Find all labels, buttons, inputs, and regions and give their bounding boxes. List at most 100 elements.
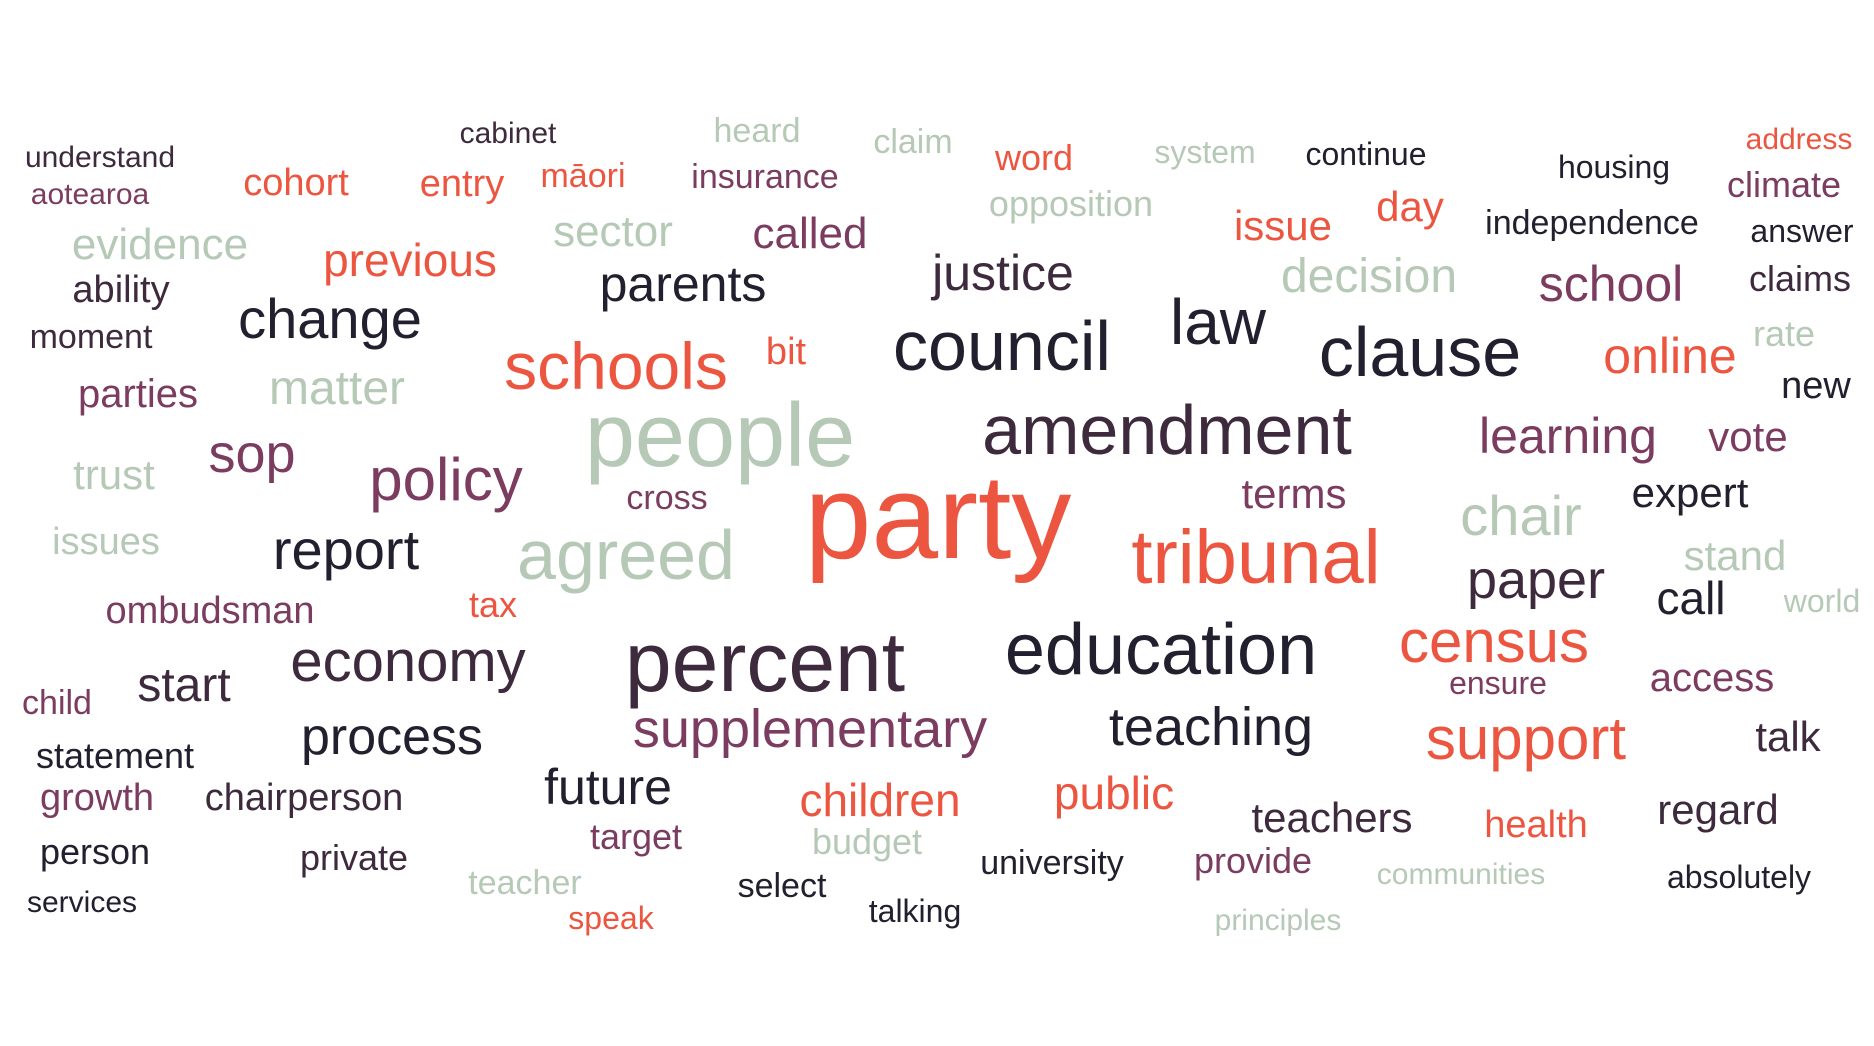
cloud-word: teachers <box>1251 794 1413 841</box>
cloud-word: teaching <box>1108 697 1314 757</box>
cloud-word: university <box>980 844 1124 882</box>
cloud-word: learning <box>1479 408 1657 464</box>
cloud-word: vote <box>1708 413 1788 460</box>
cloud-word: paper <box>1466 550 1606 610</box>
cloud-word: parties <box>77 372 199 416</box>
cloud-word: cross <box>626 479 708 517</box>
cloud-word: target <box>589 816 683 857</box>
cloud-word: talking <box>868 893 962 929</box>
cloud-word: stand <box>1683 532 1787 579</box>
cloud-word: schools <box>504 329 728 403</box>
cloud-word: tribunal <box>1131 515 1381 600</box>
cloud-word: child <box>22 684 92 722</box>
cloud-word: talk <box>1755 713 1821 760</box>
cloud-word: report <box>272 518 420 581</box>
cloud-word: climate <box>1726 164 1842 205</box>
cloud-word: sop <box>208 424 296 484</box>
cloud-word: expert <box>1631 469 1749 516</box>
cloud-word: parents <box>599 256 767 312</box>
cloud-word: terms <box>1241 470 1347 517</box>
cloud-word: children <box>799 774 961 826</box>
cloud-word: regard <box>1657 786 1779 833</box>
cloud-word: start <box>137 659 231 712</box>
cloud-word: sector <box>553 207 673 256</box>
cloud-word: tax <box>468 584 518 625</box>
cloud-word: speak <box>568 900 654 936</box>
cloud-word: system <box>1154 134 1256 170</box>
cloud-word: opposition <box>988 183 1154 224</box>
cloud-word: people <box>584 386 856 486</box>
cloud-word: party <box>804 450 1072 584</box>
cloud-word: online <box>1603 328 1737 384</box>
cloud-word: change <box>238 287 422 350</box>
cloud-word: called <box>752 209 868 258</box>
cloud-word: statement <box>35 735 195 776</box>
cloud-word: māori <box>540 157 626 195</box>
cloud-word: percent <box>624 615 906 709</box>
cloud-word: communities <box>1376 858 1546 891</box>
cloud-word: absolutely <box>1666 859 1812 895</box>
cloud-word: public <box>1053 767 1175 819</box>
cloud-word: supplementary <box>632 699 988 759</box>
cloud-word: address <box>1745 123 1853 156</box>
cloud-word: answer <box>1750 213 1854 249</box>
cloud-word: ability <box>72 269 170 311</box>
cloud-word: call <box>1656 572 1726 624</box>
cloud-word: chair <box>1460 484 1582 547</box>
cloud-word: budget <box>811 821 923 862</box>
cloud-word: entry <box>419 163 505 205</box>
cloud-word: agreed <box>517 516 735 594</box>
cloud-word: education <box>1004 610 1318 690</box>
cloud-word: principles <box>1214 904 1342 937</box>
cloud-word: claims <box>1748 258 1852 299</box>
cloud-word: previous <box>323 234 497 286</box>
cloud-word: future <box>544 759 672 815</box>
cloud-word: independence <box>1485 204 1699 242</box>
cloud-word: census <box>1398 608 1590 675</box>
cloud-word: law <box>1169 286 1267 358</box>
cloud-word: ensure <box>1449 665 1547 701</box>
cloud-word: support <box>1425 705 1627 772</box>
cloud-word: amendment <box>982 391 1352 469</box>
cloud-word: understand <box>24 141 176 174</box>
cloud-word: growth <box>39 777 155 819</box>
cloud-word: private <box>299 837 409 878</box>
cloud-word: school <box>1538 256 1684 312</box>
cloud-word: policy <box>369 446 523 513</box>
cloud-word: cabinet <box>459 117 557 150</box>
cloud-word: heard <box>713 112 801 150</box>
cloud-word: teacher <box>468 864 582 902</box>
cloud-word: housing <box>1557 149 1671 185</box>
cloud-word: justice <box>932 245 1074 301</box>
cloud-word: day <box>1376 183 1444 230</box>
cloud-word: continue <box>1305 136 1427 172</box>
cloud-word: world <box>1783 583 1861 619</box>
cloud-word: word <box>994 137 1074 178</box>
cloud-word: chairperson <box>204 777 404 819</box>
cloud-word: claim <box>873 123 953 161</box>
cloud-word: process <box>300 708 484 766</box>
cloud-word: issue <box>1233 202 1333 249</box>
cloud-word: person <box>39 831 151 872</box>
cloud-word: insurance <box>691 158 839 196</box>
cloud-word: bit <box>765 331 807 373</box>
cloud-word: moment <box>29 318 153 356</box>
cloud-word: provide <box>1193 840 1313 881</box>
cloud-word: ombudsman <box>105 590 315 632</box>
cloud-word: trust <box>73 451 155 498</box>
cloud-word: matter <box>268 362 406 415</box>
cloud-word: services <box>26 886 138 919</box>
cloud-word: council <box>893 307 1111 385</box>
cloud-word: cohort <box>243 162 349 204</box>
cloud-word: clause <box>1318 313 1522 391</box>
cloud-word: economy <box>290 629 526 694</box>
cloud-word: issues <box>52 521 160 563</box>
cloud-word: health <box>1484 804 1588 846</box>
cloud-word: select <box>737 867 827 905</box>
cloud-word: access <box>1649 656 1775 700</box>
cloud-word: rate <box>1752 313 1816 354</box>
cloud-word: decision <box>1280 250 1458 303</box>
cloud-word: evidence <box>71 220 249 269</box>
cloud-word: aotearoa <box>30 178 150 211</box>
